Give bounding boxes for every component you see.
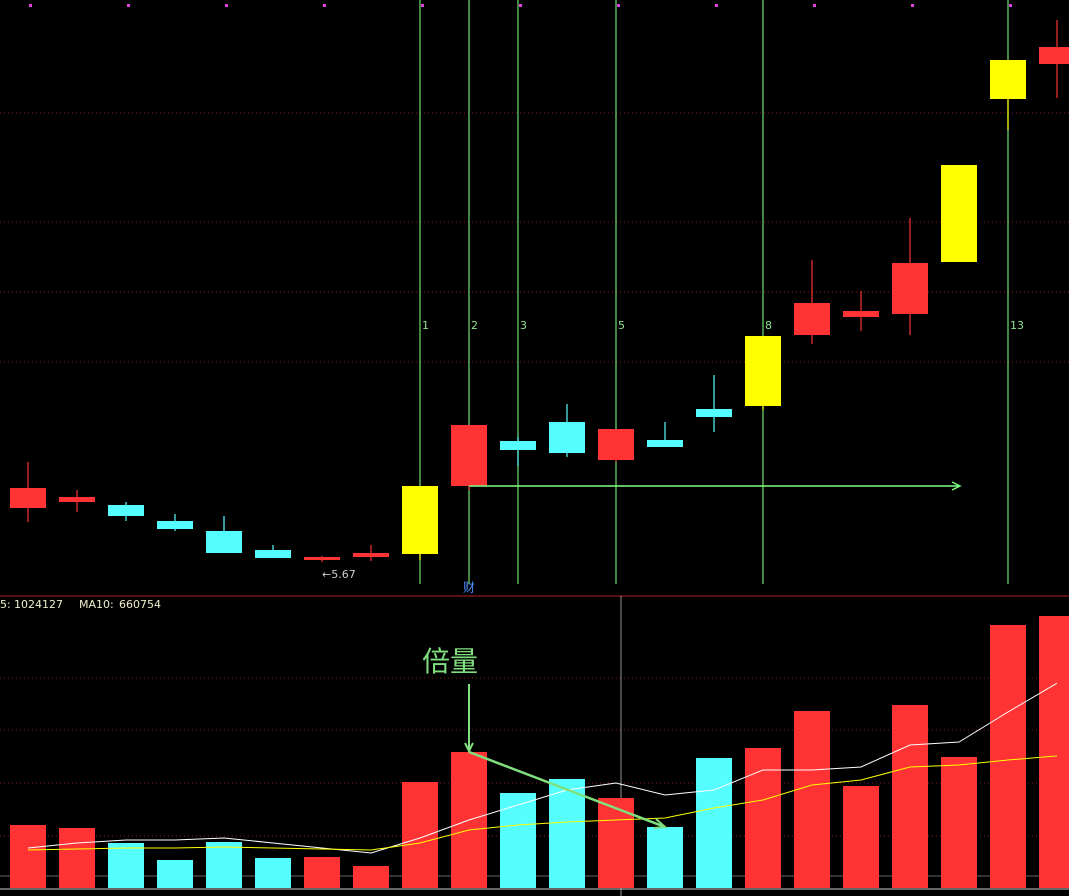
candle-body	[794, 303, 830, 335]
candle-body	[990, 60, 1026, 99]
candle-body	[59, 497, 95, 502]
candle-body	[402, 486, 438, 554]
ma-name: MA10:	[79, 598, 114, 611]
time-label: 5	[618, 319, 625, 332]
top-marker	[323, 4, 326, 7]
candle-body	[745, 336, 781, 406]
volume-bar	[10, 825, 46, 888]
candle-body	[696, 409, 732, 417]
top-marker	[225, 4, 228, 7]
volume-bar	[304, 857, 340, 888]
candle-body	[647, 440, 683, 447]
volume-bar	[696, 758, 732, 888]
time-label: 3	[520, 319, 527, 332]
volume-bar	[353, 866, 389, 888]
ma-line	[27, 755, 1058, 851]
event-marker: 财	[463, 581, 475, 595]
volume-bar	[843, 786, 879, 888]
volume-bar	[549, 779, 585, 888]
ma-name: 5:	[0, 598, 11, 611]
time-label: 2	[471, 319, 478, 332]
candle-body	[451, 425, 487, 486]
annotation: 倍量	[422, 645, 478, 678]
time-label: 1	[422, 319, 429, 332]
top-marker	[813, 4, 816, 7]
volume-bar	[255, 858, 291, 888]
top-marker	[715, 4, 718, 7]
time-label: 13	[1010, 319, 1024, 332]
trend-arrow	[468, 750, 666, 829]
volume-bar	[206, 842, 242, 888]
candle-body	[255, 550, 291, 558]
volume-bar	[59, 828, 95, 888]
top-marker	[1009, 4, 1012, 7]
candle-body	[10, 488, 46, 508]
volume-bar	[598, 798, 634, 888]
candle-body	[500, 441, 536, 450]
candle-body	[353, 553, 389, 557]
trend-arrowhead	[653, 818, 668, 829]
candle-body	[598, 429, 634, 460]
top-marker	[519, 4, 522, 7]
candle-body	[206, 531, 242, 553]
top-marker	[127, 4, 130, 7]
candle-body	[304, 557, 340, 560]
volume-bar	[500, 793, 536, 888]
candle-body	[843, 311, 879, 317]
candle-body	[157, 521, 193, 529]
top-marker	[911, 4, 914, 7]
volume-bar	[745, 748, 781, 888]
top-marker	[421, 4, 424, 7]
volume-bar	[941, 757, 977, 888]
volume-bar	[647, 827, 683, 888]
candle-body	[941, 165, 977, 262]
volume-bar	[402, 782, 438, 888]
candle-body	[1039, 47, 1069, 64]
candle-body	[892, 263, 928, 314]
time-label: 8	[765, 319, 772, 332]
candle-body	[549, 422, 585, 453]
level-arrowhead	[951, 481, 962, 491]
volume-bar	[157, 860, 193, 888]
top-marker	[29, 4, 32, 7]
candle-body	[108, 505, 144, 516]
ma-line	[27, 682, 1058, 854]
top-marker	[617, 4, 620, 7]
low-label: ←5.67	[322, 568, 356, 581]
volume-bar	[990, 625, 1026, 888]
volume-bar	[1039, 616, 1069, 888]
volume-bar	[892, 705, 928, 888]
annotation-arrowhead	[464, 742, 474, 754]
ma-value: 660754	[119, 598, 161, 611]
volume-bar	[108, 843, 144, 888]
volume-bar	[794, 711, 830, 888]
ma-value: 1024127	[14, 598, 63, 611]
